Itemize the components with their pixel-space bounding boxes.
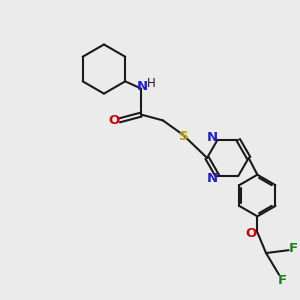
- Text: H: H: [147, 77, 156, 90]
- Text: N: N: [136, 80, 148, 93]
- Text: F: F: [278, 274, 286, 287]
- Text: S: S: [179, 130, 188, 143]
- Text: N: N: [207, 131, 218, 144]
- Text: O: O: [109, 114, 120, 127]
- Text: O: O: [245, 227, 256, 240]
- Text: N: N: [207, 172, 218, 185]
- Text: F: F: [289, 242, 298, 255]
